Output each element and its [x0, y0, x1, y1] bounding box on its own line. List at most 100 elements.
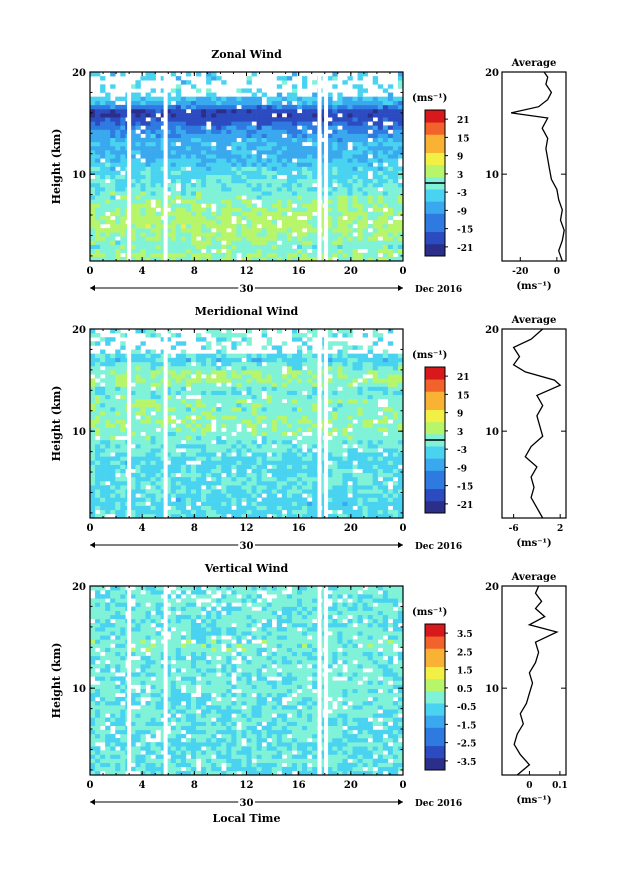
heatmap-cell — [266, 228, 273, 233]
heatmap-cell — [100, 88, 106, 93]
heatmap-cell — [286, 481, 293, 486]
heatmap-cell — [226, 464, 232, 469]
heatmap-cell — [231, 121, 237, 126]
heatmap-cell — [160, 439, 167, 445]
heatmap-cell — [241, 150, 247, 155]
heatmap-cell — [90, 129, 96, 134]
heatmap-cell — [342, 402, 348, 408]
heatmap-cell — [281, 448, 288, 453]
heatmap-cell — [261, 427, 267, 433]
heatmap-cell — [387, 456, 394, 461]
heatmap-cell — [201, 182, 207, 188]
heatmap-cell — [352, 497, 358, 502]
heatmap-cell — [236, 411, 242, 416]
heatmap-cell — [291, 113, 298, 118]
heatmap-cell — [190, 402, 197, 408]
heatmap-cell — [221, 378, 227, 383]
heatmap-cell — [327, 256, 333, 262]
heatmap-cell — [312, 141, 318, 147]
heatmap-cell — [291, 452, 298, 457]
heatmap-cell — [291, 390, 298, 396]
heatmap-cell — [241, 423, 247, 428]
heatmap-cell — [100, 137, 106, 143]
heatmap-cell — [307, 361, 313, 367]
heatmap-cell — [307, 407, 313, 412]
heatmap-cell — [155, 509, 161, 515]
heatmap-cell — [130, 485, 136, 490]
heatmap-cell — [261, 256, 267, 262]
heatmap-cell — [135, 158, 141, 163]
average-x-tick-label: 0 — [554, 267, 560, 277]
heatmap-cell — [180, 485, 187, 490]
heatmap-cell — [302, 129, 308, 134]
heatmap-cell — [175, 378, 182, 383]
heatmap-cell — [95, 108, 101, 114]
heatmap-cell — [337, 370, 343, 375]
heatmap-cell — [216, 113, 222, 118]
heatmap-cell — [140, 468, 146, 474]
heatmap-cell — [135, 121, 141, 126]
heatmap-cell — [281, 248, 288, 254]
heatmap-cell — [115, 431, 121, 437]
heatmap-cell — [382, 481, 389, 486]
heatmap-cell — [95, 166, 101, 171]
heatmap-cell — [266, 476, 273, 482]
heatmap-cell — [397, 166, 404, 171]
heatmap-cell — [342, 113, 348, 118]
heatmap-cell — [90, 158, 96, 163]
heatmap-cell — [206, 419, 212, 424]
heatmap-cell — [180, 141, 187, 147]
heatmap-cell — [190, 378, 197, 383]
heatmap-cell — [241, 207, 247, 212]
heatmap-cell — [190, 386, 197, 391]
heatmap-cell — [165, 415, 172, 420]
heatmap-cell — [276, 203, 283, 208]
heatmap-cell — [190, 117, 197, 122]
heatmap-cell — [155, 501, 161, 506]
heatmap-cell — [332, 357, 338, 363]
heatmap-cell — [286, 419, 293, 424]
heatmap-cell — [206, 187, 212, 192]
heatmap-cell — [206, 203, 212, 208]
heatmap-cell — [105, 117, 111, 122]
heatmap-cell — [307, 353, 313, 359]
heatmap-cell — [392, 150, 399, 155]
heatmap-cell — [397, 505, 404, 511]
heatmap-cell — [135, 108, 141, 114]
heatmap-cell — [352, 448, 358, 453]
heatmap-cell — [115, 113, 121, 118]
heatmap-cell — [281, 472, 288, 478]
heatmap-cell — [170, 137, 177, 143]
heatmap-cell — [261, 244, 267, 249]
heatmap-cell — [231, 158, 237, 163]
heatmap-cell — [105, 162, 111, 167]
heatmap-cell — [332, 178, 338, 184]
heatmap-cell — [307, 154, 313, 159]
heatmap-cell — [377, 419, 384, 424]
heatmap-cell — [130, 113, 136, 118]
heatmap-cell — [281, 232, 288, 237]
heatmap-cell — [296, 96, 303, 102]
heatmap-cell — [110, 141, 116, 147]
heatmap-cell — [100, 84, 106, 89]
heatmap-cell — [291, 423, 298, 428]
heatmap-cell — [236, 108, 242, 114]
heatmap-cell — [135, 141, 141, 147]
heatmap-cell — [266, 117, 273, 122]
heatmap-cell — [221, 158, 227, 163]
heatmap-cell — [377, 374, 384, 379]
heatmap-cell — [175, 232, 182, 237]
heatmap-cell — [180, 117, 187, 122]
heatmap-cell — [135, 501, 141, 506]
heatmap-cell — [266, 497, 273, 502]
heatmap-cell — [221, 252, 227, 258]
heatmap-cell — [145, 240, 151, 245]
heatmap-cell — [337, 489, 343, 494]
colorbar-tick-label: 9 — [457, 153, 463, 163]
heatmap-cell — [231, 170, 237, 176]
average-x-tick-label: -20 — [512, 267, 528, 277]
heatmap-cell — [246, 117, 252, 122]
heatmap-cell — [90, 244, 96, 249]
heatmap-cell — [206, 174, 212, 180]
heatmap-cell — [105, 203, 111, 208]
